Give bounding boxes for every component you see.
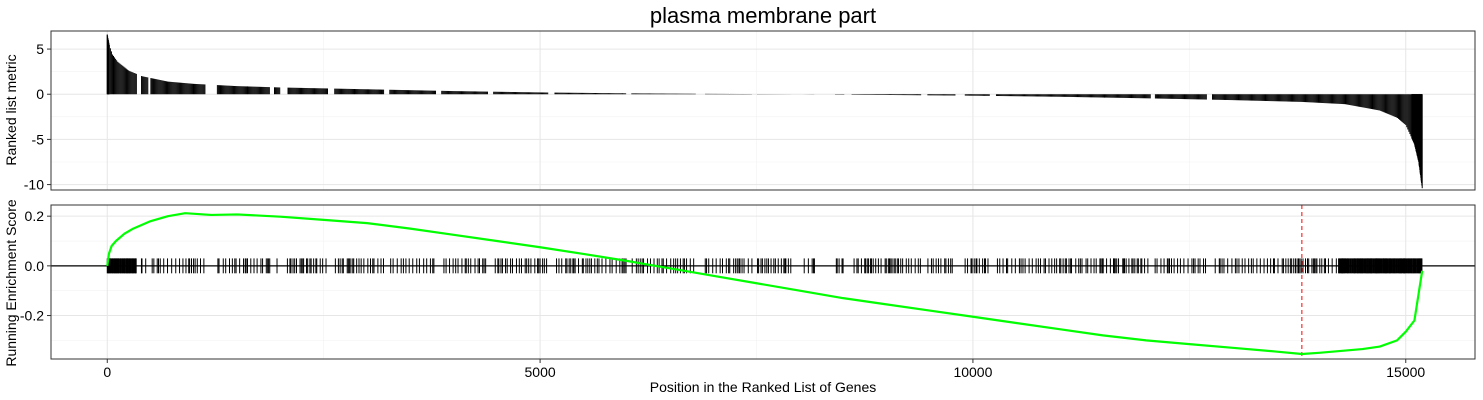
enrichment-reference-lines <box>51 205 1475 359</box>
enrichment-panel-background <box>51 205 1475 359</box>
metric-y-axis-title: Ranked list metric <box>3 54 19 165</box>
metric-y-axis: 5 0 -5 -10 <box>24 41 51 193</box>
enrichment-y-axis-title: Running Enrichment Score <box>3 199 19 367</box>
y-tick-label: -10 <box>24 177 44 193</box>
x-tick-label: 10000 <box>953 364 992 380</box>
y-tick-label: -0.2 <box>20 308 44 324</box>
enrichment-y-axis: 0.2 0.0 -0.2 <box>20 208 51 324</box>
enrichment-curve <box>106 212 1424 356</box>
y-tick-label: 0.0 <box>25 258 45 274</box>
chart-title: plasma membrane part <box>650 3 876 28</box>
y-tick-label: 5 <box>36 41 44 57</box>
metric-panel-border <box>50 30 1476 191</box>
enrichment-curve-group <box>106 212 1424 356</box>
y-tick-label: -5 <box>32 131 45 147</box>
x-tick-label: 5000 <box>525 364 556 380</box>
x-tick-label: 15000 <box>1386 364 1425 380</box>
metric-panel: 5 0 -5 -10 Ranked list metric <box>3 30 1476 193</box>
x-axis-title: Position in the Ranked List of Genes <box>650 379 876 395</box>
enrichment-panel-border <box>50 204 1476 360</box>
y-tick-label: 0 <box>36 86 44 102</box>
metric-panel-background <box>51 31 1475 190</box>
enrichment-panel: 0.2 0.0 -0.2 0 5000 10000 15000 Running Enric… <box>3 199 1476 395</box>
y-tick-label: 0.2 <box>25 208 45 224</box>
metric-bars <box>106 34 1423 189</box>
x-tick-label: 0 <box>103 364 111 380</box>
enrichment-x-axis: 0 5000 10000 15000 <box>103 359 1425 380</box>
